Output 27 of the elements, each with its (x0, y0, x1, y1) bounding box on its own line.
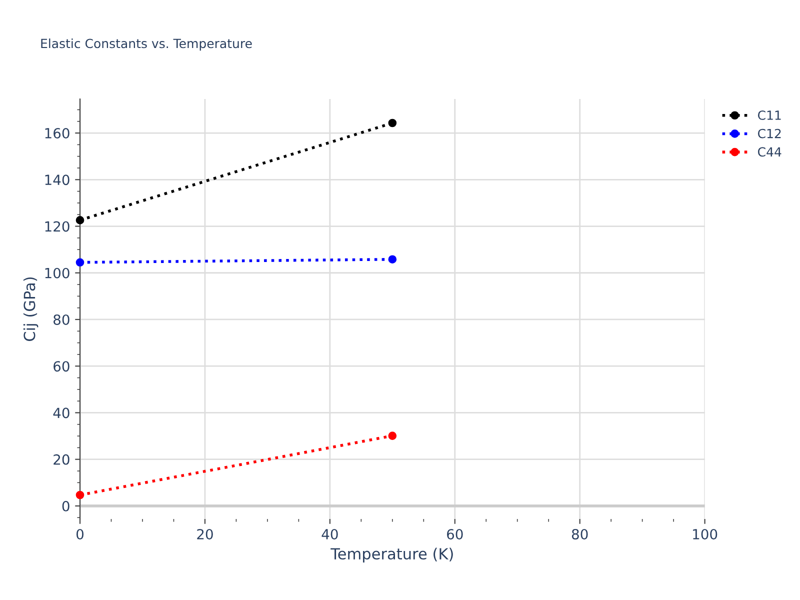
x-tick-label: 0 (76, 528, 84, 540)
y-tick-label: 40 (53, 408, 70, 418)
y-axis-title: Cij (GPa) (23, 277, 38, 341)
y-tick-label: 100 (45, 268, 70, 278)
chart-title: Elastic Constants vs. Temperature (41, 38, 252, 51)
point (76, 216, 84, 224)
y-tick-label: 60 (54, 361, 70, 372)
point (388, 118, 397, 128)
point (388, 432, 397, 440)
legend-label: C12 (758, 128, 781, 138)
legend-label: C44 (758, 147, 782, 157)
y-tick-label: 120 (45, 221, 70, 232)
point (76, 490, 84, 500)
legend-label: C11 (758, 110, 781, 120)
x-tick-label: 20 (197, 528, 213, 540)
y-tick-label: 80 (54, 314, 70, 325)
point (388, 255, 397, 264)
y-tick-label: 140 (45, 174, 70, 186)
x-tick-label: 80 (572, 528, 588, 540)
y-tick-label: 160 (45, 128, 70, 139)
x-tick-label: 60 (447, 528, 463, 540)
x-tick-label: 100 (693, 528, 718, 540)
x-tick-label: 40 (322, 528, 338, 540)
y-tick-label: 20 (54, 454, 70, 465)
y-tick-label: 0 (62, 500, 70, 512)
x-axis-title: Temperature (K) (330, 548, 453, 563)
point (76, 258, 84, 267)
